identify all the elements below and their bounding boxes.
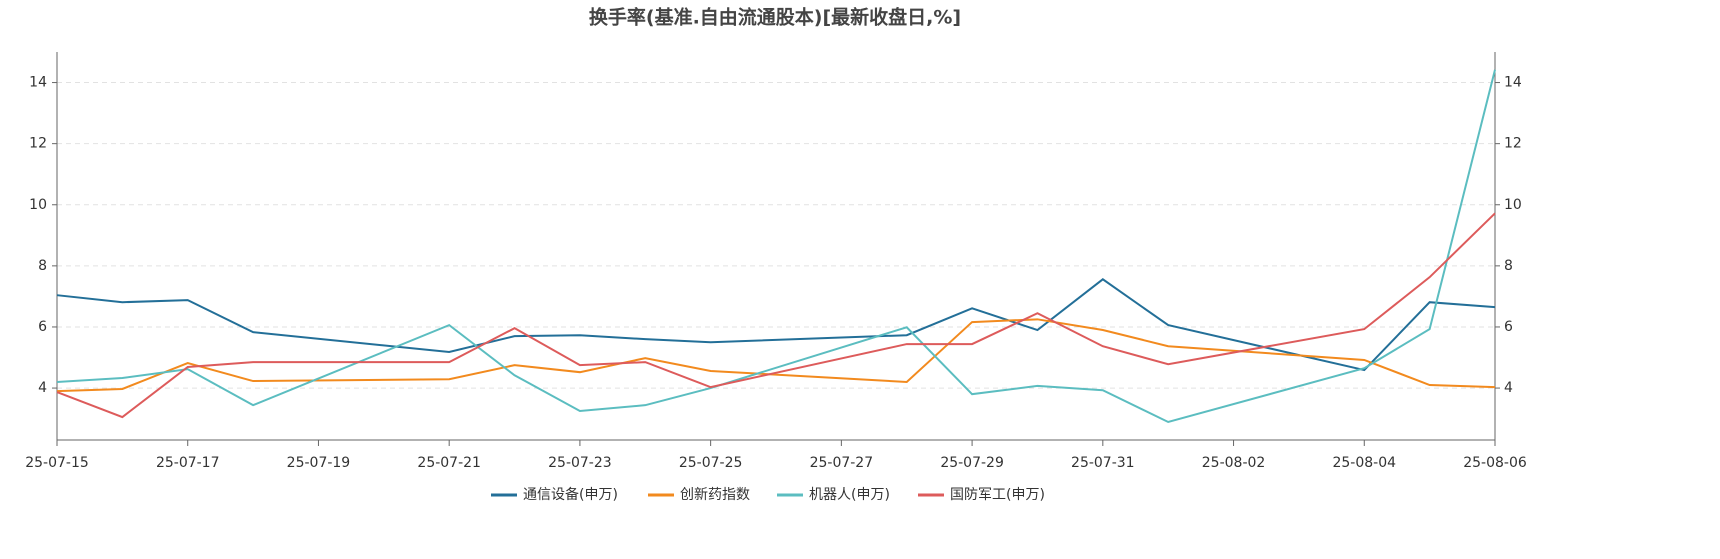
x-tick-label: 25-07-29 <box>940 455 1004 471</box>
x-tick-label: 25-08-06 <box>1463 455 1527 471</box>
x-tick-label: 25-07-17 <box>156 455 220 471</box>
x-tick-label: 25-07-31 <box>1071 455 1135 471</box>
x-tick-label: 25-07-15 <box>25 455 89 471</box>
series-line <box>56 212 1496 419</box>
y-tick-label: 4 <box>38 380 47 396</box>
y2-tick-label: 8 <box>1504 258 1513 274</box>
y2-tick-label: 10 <box>1504 197 1522 213</box>
y2-tick-label: 14 <box>1504 75 1522 91</box>
y-tick-label: 12 <box>29 136 47 152</box>
x-tick-label: 25-07-19 <box>287 455 351 471</box>
chart-title: 换手率(基准.自由流通股本)[最新收盘日,%] <box>589 6 961 29</box>
legend-label: 机器人(申万) <box>809 487 890 503</box>
y-tick-label: 6 <box>38 319 47 335</box>
x-tick-label: 25-08-02 <box>1202 455 1266 471</box>
x-tick-label: 25-07-21 <box>417 455 481 471</box>
y-tick-label: 10 <box>29 197 47 213</box>
legend-label: 创新药指数 <box>680 487 750 503</box>
series-line <box>56 278 1496 372</box>
series-line <box>56 318 1496 393</box>
y-tick-label: 14 <box>29 75 47 91</box>
x-tick-label: 25-07-23 <box>548 455 612 471</box>
y2-tick-label: 4 <box>1504 380 1513 396</box>
x-tick-label: 25-07-27 <box>810 455 874 471</box>
legend-label: 通信设备(申万) <box>523 486 618 503</box>
y2-tick-label: 12 <box>1504 136 1522 152</box>
x-tick-label: 25-08-04 <box>1332 455 1396 471</box>
x-tick-label: 25-07-25 <box>679 455 743 471</box>
legend-label: 国防军工(申万) <box>950 487 1045 503</box>
series-line <box>56 69 1496 424</box>
y-tick-label: 8 <box>38 258 47 274</box>
y2-tick-label: 6 <box>1504 319 1513 335</box>
